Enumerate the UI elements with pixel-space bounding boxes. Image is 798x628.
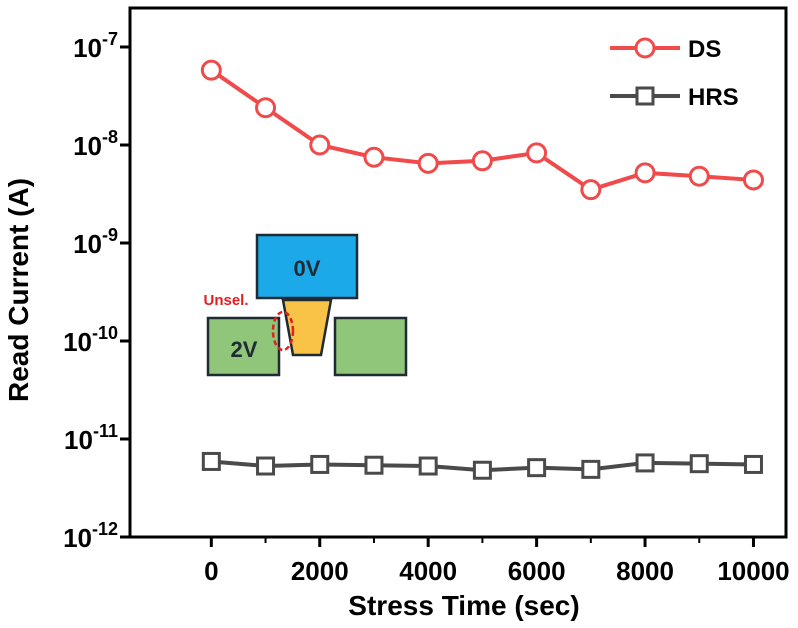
- data-point-hrs: [581, 459, 601, 479]
- data-point-ds: [363, 146, 385, 168]
- axes: [128, 6, 788, 539]
- data-point-hrs: [472, 460, 492, 480]
- ticks: 0 2000 4000 6000 8000 10000 10-12 10-11 10-10 10-…: [63, 29, 790, 586]
- data-point-hrs: [635, 453, 655, 473]
- legend-label-ds: DS: [688, 36, 721, 63]
- data-point-hrs: [743, 454, 763, 474]
- data-point-hrs: [527, 458, 547, 478]
- data-point-hrs: [418, 456, 438, 476]
- y-axis-title: Read Current (A): [3, 178, 34, 402]
- y-tick-label: 10-7: [73, 29, 118, 63]
- plot-frame: [128, 6, 788, 539]
- x-tick-label: 0: [204, 556, 218, 586]
- x-tick-label: 8000: [616, 556, 674, 586]
- x-tick-label: 10000: [717, 556, 789, 586]
- y-tick-label: 10-10: [63, 323, 118, 357]
- right-electrode: [333, 316, 408, 377]
- legend-label-hrs: HRS: [688, 84, 739, 111]
- legend-marker-ds: [634, 37, 656, 59]
- data-point-hrs: [364, 455, 384, 475]
- unselected-label: Unsel.: [203, 292, 248, 309]
- x-tick-label: 2000: [291, 556, 349, 586]
- data-point-ds: [471, 150, 493, 172]
- device-inset: 0V 2V Unsel.: [203, 233, 408, 377]
- legend-marker-hrs: [635, 86, 655, 106]
- data-point-hrs: [310, 454, 330, 474]
- data-point-hrs: [689, 454, 709, 474]
- left-electrode-label: 2V: [231, 337, 258, 362]
- series-line-ds: [210, 68, 754, 192]
- data-point-ds: [417, 152, 439, 174]
- left-electrode: [206, 316, 281, 377]
- data-point-ds: [580, 179, 602, 201]
- y-tick-label: 10-11: [64, 421, 118, 455]
- unselected-marker: [271, 310, 295, 352]
- x-axis-title: Stress Time (sec): [348, 590, 579, 621]
- series-hrs: [201, 451, 763, 480]
- data-point-ds: [634, 162, 656, 184]
- y-tick-label: 10-12: [63, 519, 118, 553]
- y-tick-label: 10-9: [73, 225, 118, 259]
- top-electrode: [255, 233, 359, 300]
- data-point-ds: [200, 59, 222, 81]
- series-ds: [200, 59, 764, 201]
- data-point-hrs: [256, 456, 276, 476]
- y-tick-label: 10-8: [73, 127, 118, 161]
- channel: [281, 298, 333, 357]
- data-point-hrs: [201, 451, 221, 471]
- data-point-ds: [255, 97, 277, 119]
- x-tick-label: 6000: [508, 556, 566, 586]
- data-point-ds: [309, 134, 331, 156]
- series-layer: [200, 59, 764, 480]
- data-point-ds: [688, 165, 710, 187]
- x-tick-label: 4000: [399, 556, 457, 586]
- top-electrode-label: 0V: [294, 256, 321, 281]
- data-point-ds: [526, 142, 548, 164]
- data-point-ds: [742, 169, 764, 191]
- legend: DS HRS: [610, 36, 739, 111]
